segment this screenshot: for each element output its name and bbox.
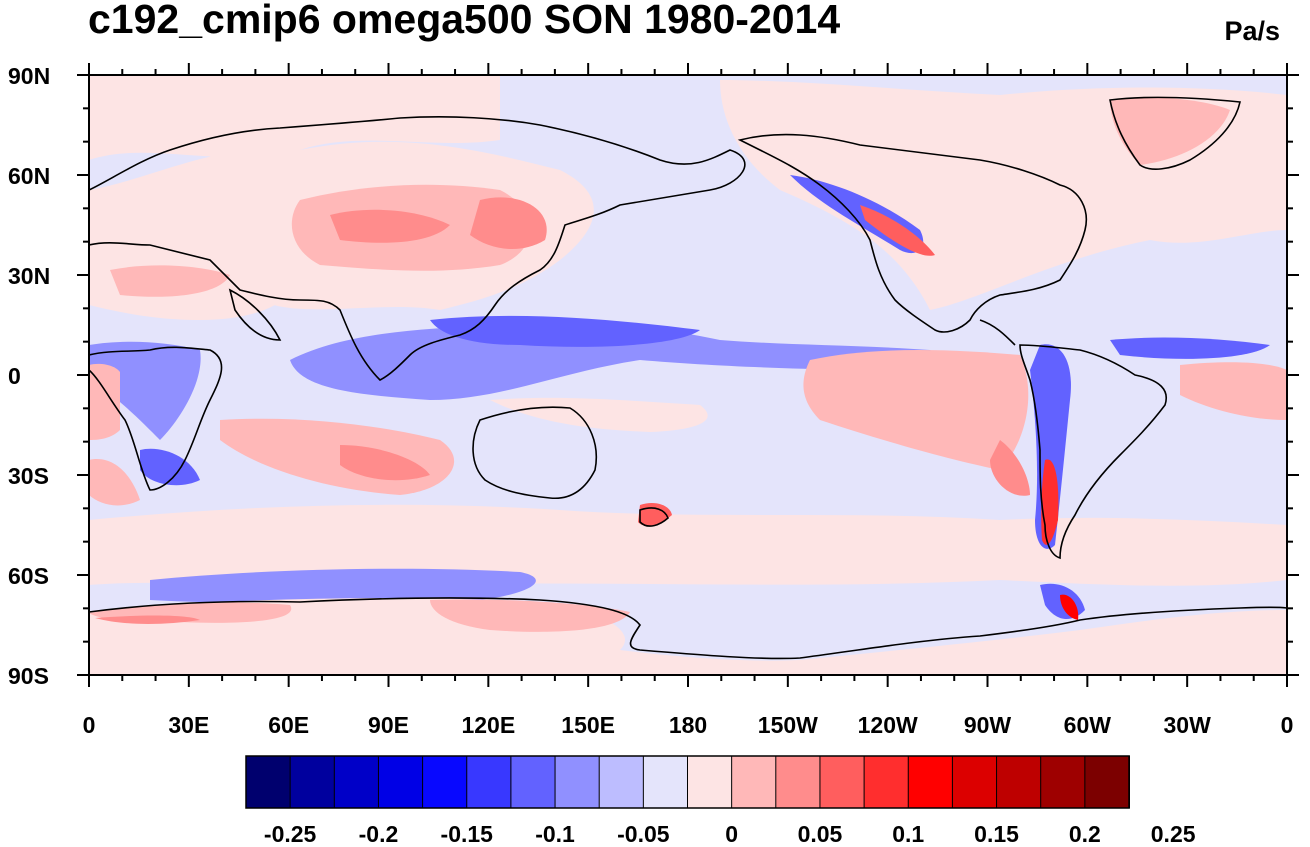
lon-tick-label: 30E: [168, 712, 209, 738]
longitude-labels: 0 30E 60E 90E 120E 150E 180 150W 120W 90W 60W 30W 0: [83, 712, 1294, 738]
colorbar-labels: -0.25 -0.2 -0.15 -0.1 -0.05 0 0.05 0.1 0.15 0.2 0.…: [264, 821, 1196, 847]
colorbar-frame: [245, 755, 1130, 809]
colorbar-label: 0.1: [892, 821, 924, 847]
colorbar-swatch: [642, 755, 689, 809]
lat-tick-label: 60S: [8, 563, 49, 589]
colorbar-swatch: [687, 755, 733, 809]
lon-tick-label: 0: [1281, 712, 1294, 738]
tick-marks: [77, 63, 1299, 687]
lon-tick-label: 30W: [1164, 712, 1212, 738]
colorbar-swatch: [996, 755, 1042, 809]
lon-tick-label: 60E: [268, 712, 309, 738]
lat-tick-label: 90N: [8, 63, 50, 89]
colorbar-label: -0.1: [535, 821, 575, 847]
lat-tick-label: 30N: [8, 263, 50, 289]
colorbar-swatch: [731, 755, 777, 809]
lon-tick-label: 150W: [758, 712, 818, 738]
colorbar-label: 0: [725, 821, 738, 847]
colorbar-label: 0.2: [1069, 821, 1101, 847]
lon-tick-label: 0: [83, 712, 96, 738]
latitude-labels: 90N 60N 30N 0 30S 60S 90S: [8, 63, 50, 689]
colorbar: [245, 755, 1130, 809]
lat-tick-label: 30S: [8, 463, 49, 489]
lon-tick-label: 180: [669, 712, 707, 738]
colorbar-swatch: [245, 755, 292, 809]
colorbar-label: 0.25: [1151, 821, 1196, 847]
lon-tick-label: 120E: [461, 712, 515, 738]
colorbar-swatch: [554, 755, 601, 809]
colorbar-swatch: [1040, 755, 1086, 809]
units-label: Pa/s: [1224, 16, 1280, 46]
lon-tick-label: 90W: [964, 712, 1012, 738]
colorbar-swatch: [1084, 755, 1130, 809]
omega-field: [89, 75, 1287, 675]
colorbar-swatch: [289, 755, 336, 809]
colorbar-swatch: [377, 755, 424, 809]
map-title: c192_cmip6 omega500 SON 1980-2014: [88, 0, 841, 42]
colorbar-swatch: [466, 755, 512, 809]
lat-tick-label: 60N: [8, 163, 50, 189]
colorbar-swatch: [951, 755, 998, 809]
colorbar-swatch: [907, 755, 954, 809]
lon-tick-label: 90E: [368, 712, 409, 738]
colorbar-label: 0.05: [798, 821, 843, 847]
colorbar-label: -0.15: [441, 821, 494, 847]
colorbar-swatch: [333, 755, 380, 809]
colorbar-swatch: [775, 755, 821, 809]
lat-tick-label: 0: [8, 363, 21, 389]
lat-tick-label: 90S: [8, 663, 49, 689]
coastlines: [89, 96, 1287, 660]
colorbar-swatch: [819, 755, 866, 809]
colorbar-swatch: [863, 755, 910, 809]
lon-tick-label: 150E: [561, 712, 615, 738]
colorbar-label: -0.25: [264, 821, 317, 847]
colorbar-label: -0.05: [617, 821, 670, 847]
colorbar-swatch: [510, 755, 557, 809]
colorbar-label: 0.15: [974, 821, 1019, 847]
lon-tick-label: 120W: [858, 712, 918, 738]
colorbar-label: -0.2: [359, 821, 399, 847]
colorbar-swatch: [598, 755, 645, 809]
lon-tick-label: 60W: [1064, 712, 1112, 738]
colorbar-swatch: [422, 755, 468, 809]
